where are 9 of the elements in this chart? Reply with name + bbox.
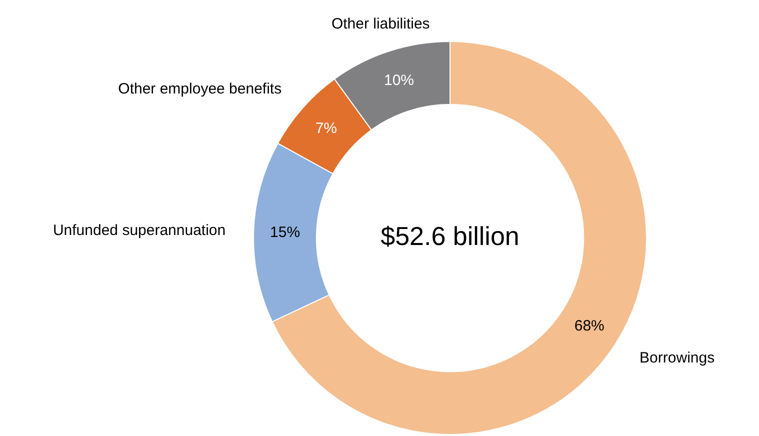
data-label: 15% [270,224,300,241]
text: $52.6 billion [380,221,520,252]
slice-label: Borrowings [640,349,715,366]
data-label: 68% [574,318,604,335]
data-label: 10% [384,72,414,90]
slice-label: Other employee benefits [118,80,282,98]
data-label: 7% [315,120,338,137]
slice-label: Other liabilities [331,16,430,33]
slice-label: Unfunded superannuation [52,222,226,240]
